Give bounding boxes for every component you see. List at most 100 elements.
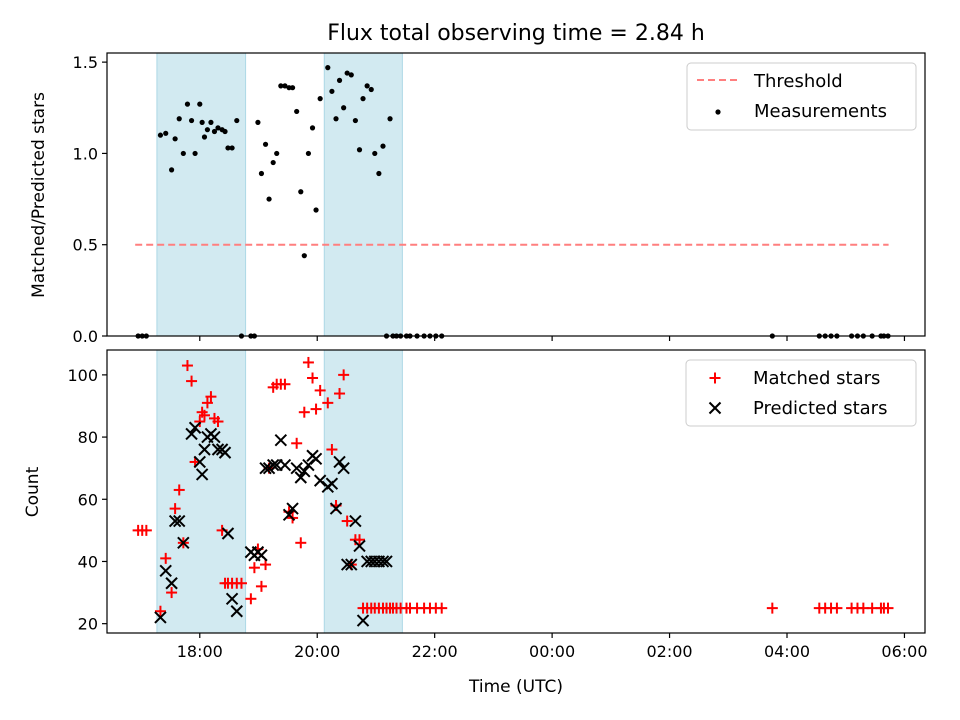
y-tick-label: 0.0 bbox=[73, 327, 98, 346]
matched-point bbox=[322, 397, 334, 409]
predicted-point bbox=[230, 605, 243, 618]
y-tick-label: 60 bbox=[78, 490, 98, 509]
matched-point bbox=[169, 503, 181, 515]
measurement-point bbox=[197, 101, 203, 107]
predicted-point bbox=[218, 446, 232, 459]
predicted-point bbox=[337, 461, 350, 475]
measurement-point bbox=[360, 96, 366, 102]
matched-point bbox=[173, 484, 185, 496]
predicted-point-b bbox=[188, 421, 202, 434]
count-legend-box bbox=[685, 359, 917, 427]
predicted-point bbox=[173, 514, 186, 528]
matched-point bbox=[354, 534, 366, 546]
measurement-point bbox=[211, 128, 218, 135]
predicted-point-b bbox=[165, 577, 178, 590]
predicted-point bbox=[225, 592, 239, 605]
predicted-legend-glyph-b bbox=[708, 401, 722, 415]
predicted-point-b bbox=[259, 461, 272, 475]
measurement-point bbox=[368, 86, 374, 93]
measurement-point bbox=[172, 136, 178, 142]
predicted-point-b bbox=[286, 502, 299, 515]
predicted-point bbox=[208, 430, 221, 444]
measurement-point bbox=[208, 119, 214, 125]
matched-point bbox=[314, 384, 326, 396]
matched-point bbox=[882, 602, 894, 614]
matched-point bbox=[302, 356, 314, 368]
predicted-point-b bbox=[195, 468, 209, 481]
predicted-point-b bbox=[230, 605, 243, 618]
matched-point bbox=[334, 388, 346, 400]
predicted-point-b bbox=[218, 446, 232, 459]
axes-frame bbox=[106, 349, 926, 634]
predicted-point bbox=[159, 564, 172, 578]
matched-legend-label: Matched stars bbox=[753, 368, 880, 389]
measurement-point bbox=[234, 117, 240, 124]
predicted-point-b bbox=[325, 477, 339, 490]
predicted-point-b bbox=[177, 536, 190, 550]
matched-point bbox=[326, 444, 338, 456]
predicted-point bbox=[376, 555, 390, 568]
predicted-point-b bbox=[380, 555, 393, 568]
predicted-point bbox=[193, 455, 206, 469]
matched-point bbox=[198, 409, 210, 421]
ratio-legend-box bbox=[686, 62, 917, 131]
predicted-point bbox=[345, 558, 358, 571]
measurement-point bbox=[344, 70, 350, 76]
predicted-point-b bbox=[294, 471, 307, 484]
predicted-point bbox=[325, 477, 339, 490]
matched-point bbox=[436, 602, 448, 614]
measurement-point bbox=[270, 159, 276, 166]
predicted-point bbox=[309, 452, 323, 466]
predicted-point-b bbox=[349, 514, 362, 528]
predicted-point bbox=[294, 471, 307, 484]
predicted-point-b bbox=[290, 461, 303, 475]
measurement-point bbox=[387, 116, 393, 122]
predicted-point-b bbox=[221, 527, 235, 540]
observing-band-2 bbox=[323, 52, 403, 337]
matched-point bbox=[201, 397, 213, 409]
matched-point bbox=[160, 552, 172, 564]
y-tick-label: 80 bbox=[78, 428, 98, 447]
predicted-point-b bbox=[345, 558, 358, 571]
measurement-point bbox=[313, 207, 319, 213]
measurement-point bbox=[348, 72, 354, 78]
predicted-point bbox=[286, 502, 299, 515]
predicted-point bbox=[195, 468, 209, 481]
measurement-point bbox=[356, 147, 363, 153]
y-tick-label: 40 bbox=[78, 552, 98, 571]
measurement-point bbox=[258, 170, 265, 177]
predicted-point-b bbox=[329, 502, 343, 515]
predicted-point bbox=[188, 421, 202, 434]
matched-point bbox=[212, 416, 224, 428]
predicted-point-b bbox=[298, 465, 311, 478]
measurement-point bbox=[380, 143, 386, 149]
x-tick-label: 18:00 bbox=[177, 642, 223, 661]
measurement-point bbox=[192, 150, 198, 157]
predicted-point-b bbox=[340, 558, 354, 571]
predicted-point bbox=[211, 443, 225, 456]
measurement-point bbox=[336, 77, 343, 83]
predicted-point-b bbox=[353, 539, 366, 553]
x-tick-label: 06:00 bbox=[881, 642, 927, 661]
predicted-point-b bbox=[282, 508, 296, 522]
observing-band-2 bbox=[323, 349, 403, 634]
y-tick-label: 1.0 bbox=[73, 144, 98, 163]
matched-point bbox=[338, 369, 350, 381]
measurement-point bbox=[176, 116, 182, 122]
predicted-point bbox=[259, 461, 272, 475]
measurement-point bbox=[333, 116, 339, 122]
predicted-point-b bbox=[356, 614, 370, 627]
matched-point bbox=[766, 602, 778, 614]
predicted-point-b bbox=[337, 461, 350, 475]
measurement-point bbox=[294, 108, 300, 115]
measurement-point bbox=[188, 117, 195, 124]
predicted-point-b bbox=[168, 514, 182, 528]
predicted-point-b bbox=[225, 592, 239, 605]
matched-point bbox=[248, 562, 260, 574]
measurement-point bbox=[168, 167, 175, 173]
predicted-point-b bbox=[255, 549, 268, 562]
x-tick-label: 02:00 bbox=[647, 642, 693, 661]
predicted-point bbox=[380, 555, 393, 568]
ratio-legend: Threshold Measurements bbox=[686, 62, 917, 131]
measurement-point bbox=[266, 196, 272, 202]
